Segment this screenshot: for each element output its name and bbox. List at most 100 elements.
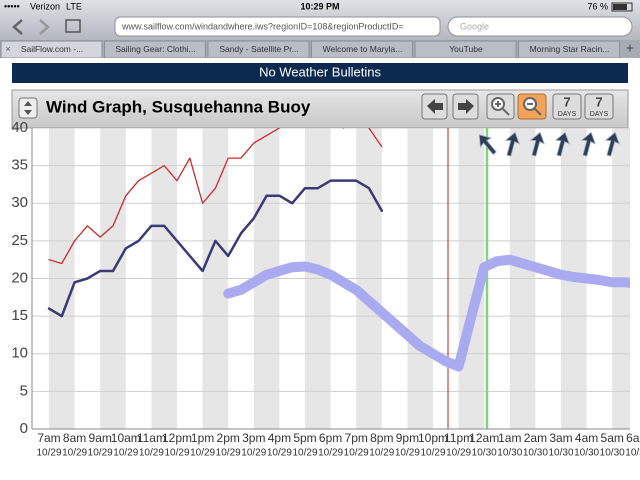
carrier: Verizon — [30, 1, 60, 11]
x-tick-label: 11pm — [444, 431, 473, 445]
forward-button[interactable] — [39, 19, 50, 35]
prev-icon — [427, 99, 443, 114]
x-date-label: 10/29 — [369, 448, 394, 459]
wind-direction-arrow — [529, 131, 545, 157]
network: LTE — [66, 1, 82, 11]
plot-area — [32, 128, 630, 429]
x-tick-label: 4am — [575, 431, 598, 445]
clock: 10:29 PM — [300, 1, 339, 11]
x-tick-label: 5pm — [293, 431, 316, 445]
x-tick-label: 6pm — [319, 431, 342, 445]
y-tick-label: 35 — [11, 157, 28, 174]
days-button[interactable] — [584, 93, 614, 120]
x-tick-label: 7pm — [345, 431, 368, 445]
x-date-label: 10/29 — [446, 448, 471, 459]
battery-icon — [611, 2, 633, 12]
wind-direction-arrow — [580, 131, 596, 157]
tab-title: Welcome to Maryla... — [323, 44, 403, 54]
x-tick-label: 9pm — [396, 431, 419, 445]
x-date-label: 10/30 — [548, 448, 573, 459]
y-tick-label: 40 — [11, 119, 28, 136]
x-tick-label: 9am — [89, 431, 112, 445]
new-tab[interactable]: + — [626, 40, 634, 56]
x-tick-label: 8am — [63, 431, 86, 445]
tab-title: Sandy - Satellite Pr... — [219, 44, 298, 54]
wind-direction-arrow — [478, 134, 497, 156]
x-date-label: 10/30 — [497, 448, 522, 459]
wind-line — [48, 128, 383, 265]
tab-title: SailFlow.com -... — [21, 44, 83, 54]
x-tick-label: 8pm — [370, 431, 393, 445]
x-tick-label: 3pm — [242, 431, 265, 445]
next-icon — [458, 99, 474, 114]
back-button[interactable] — [12, 19, 23, 35]
zoom-out-glyph — [527, 103, 542, 116]
x-tick-label: 10pm — [418, 431, 448, 445]
y-tick-label: 5 — [20, 382, 28, 399]
url: www.sailflow.com/windandwhere.iws?region… — [121, 21, 404, 31]
collapse-icon — [24, 101, 32, 115]
y-tick-label: 20 — [11, 269, 28, 286]
x-date-label: 10/29 — [113, 448, 138, 459]
zoom-in-glyph — [495, 101, 510, 116]
search-placeholder: Google — [460, 21, 489, 31]
x-date-label: 10/29 — [139, 448, 164, 459]
x-date-label: 10/30 — [600, 448, 625, 459]
x-date-label: 10/29 — [318, 448, 343, 459]
y-tick-label: 10 — [11, 345, 28, 362]
collapse-button[interactable] — [18, 97, 38, 119]
x-date-label: 10/29 — [190, 448, 215, 459]
x-date-label: 10/29 — [241, 448, 266, 459]
days-button[interactable] — [552, 93, 582, 120]
x-date-label: 10/29 — [88, 448, 113, 459]
x-date-label: 10/29 — [344, 448, 369, 459]
y-tick-label: 25 — [11, 232, 28, 249]
x-date-label: 10/29 — [62, 448, 87, 459]
x-date-label: 10/29 — [216, 448, 241, 459]
days-number: 7 — [563, 94, 570, 109]
wind-direction-arrow — [604, 131, 620, 157]
x-tick-label: 7am — [37, 431, 60, 445]
x-tick-label: 2am — [524, 431, 547, 445]
tab-title: YouTube — [449, 44, 483, 54]
tab-close: × — [5, 44, 10, 54]
x-tick-label: 2pm — [217, 431, 240, 445]
x-date-label: 10/29 — [164, 448, 189, 459]
battery-level — [613, 4, 627, 10]
share-button[interactable] — [65, 19, 81, 33]
search-field[interactable] — [447, 16, 633, 37]
x-date-label: 10/30 — [574, 448, 599, 459]
x-tick-label: 1am — [498, 431, 521, 445]
y-tick-label: 30 — [11, 194, 28, 211]
graph-title: Wind Graph, Susquehanna Buoy — [46, 97, 311, 116]
y-tick-label: 0 — [20, 420, 28, 437]
tabs: × SailFlow.com -... Sailing Gear: Clothi..… — [0, 40, 620, 59]
x-date-label: 10/29 — [395, 448, 420, 459]
days-label: DAYS — [558, 111, 577, 118]
x-tick-label: 10am — [111, 431, 141, 445]
wind-line — [223, 254, 630, 372]
x-date-label: 10/29 — [292, 448, 317, 459]
signal: ••••• — [4, 1, 20, 11]
wind-chart: 05101520253035407am10/298am10/299am10/29… — [11, 119, 640, 459]
wind-direction-arrow — [504, 131, 520, 157]
x-tick-label: 6am — [626, 431, 640, 445]
tab-title: Sailing Gear: Clothi... — [115, 44, 195, 54]
x-tick-label: 4pm — [268, 431, 291, 445]
x-date-label: 10/30 — [625, 448, 640, 459]
url-field[interactable] — [114, 16, 441, 37]
x-tick-label: 11am — [137, 431, 166, 445]
bulletin-bar — [12, 63, 628, 83]
x-tick-label: 12am — [469, 431, 499, 445]
days-label: DAYS — [590, 111, 609, 118]
tab-title: Morning Star Racin... — [530, 44, 610, 54]
x-tick-label: 1pm — [191, 431, 214, 445]
battery-text: 76 % — [587, 1, 608, 11]
x-tick-label: 5am — [601, 431, 624, 445]
x-tick-label: 12pm — [162, 431, 192, 445]
wind-line — [47, 179, 384, 318]
x-date-label: 10/30 — [523, 448, 548, 459]
days-number: 7 — [595, 94, 602, 109]
